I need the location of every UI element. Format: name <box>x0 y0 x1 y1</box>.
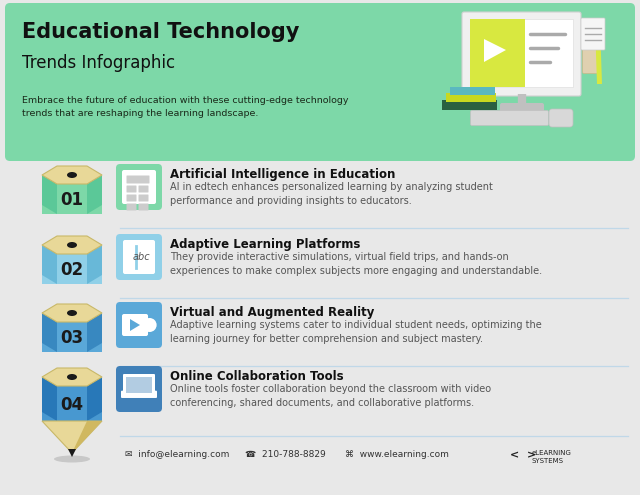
Text: Adaptive learning systems cater to individual student needs, optimizing the
lear: Adaptive learning systems cater to indiv… <box>170 320 541 344</box>
Text: Artificial Intelligence in Education: Artificial Intelligence in Education <box>170 168 396 181</box>
Text: Embrace the future of education with these cutting-edge technology
trends that a: Embrace the future of education with the… <box>22 96 349 118</box>
FancyBboxPatch shape <box>121 391 157 398</box>
Ellipse shape <box>54 455 90 462</box>
Polygon shape <box>42 421 102 453</box>
FancyBboxPatch shape <box>122 314 148 336</box>
Text: Trends Infographic: Trends Infographic <box>22 54 175 72</box>
Text: 02: 02 <box>60 260 84 279</box>
Polygon shape <box>42 368 102 386</box>
Text: Adaptive Learning Platforms: Adaptive Learning Platforms <box>170 238 360 251</box>
FancyBboxPatch shape <box>116 164 162 210</box>
FancyBboxPatch shape <box>470 110 548 126</box>
FancyBboxPatch shape <box>42 386 102 421</box>
Polygon shape <box>484 39 506 62</box>
Text: They provide interactive simulations, virtual field trips, and hands-on
experien: They provide interactive simulations, vi… <box>170 252 542 276</box>
FancyBboxPatch shape <box>42 184 102 214</box>
Polygon shape <box>42 304 102 322</box>
Polygon shape <box>42 175 57 214</box>
Text: 03: 03 <box>60 329 84 346</box>
FancyBboxPatch shape <box>42 254 102 284</box>
FancyBboxPatch shape <box>581 18 605 50</box>
Text: Online tools foster collaboration beyond the classroom with video
conferencing, : Online tools foster collaboration beyond… <box>170 384 491 408</box>
Polygon shape <box>87 175 102 214</box>
Text: AI in edtech enhances personalized learning by analyzing student
performance and: AI in edtech enhances personalized learn… <box>170 182 493 206</box>
FancyBboxPatch shape <box>470 19 525 87</box>
Text: 01: 01 <box>61 191 83 208</box>
Text: ☎  210-788-8829: ☎ 210-788-8829 <box>245 450 326 459</box>
FancyBboxPatch shape <box>138 203 148 210</box>
Ellipse shape <box>67 172 77 178</box>
Text: ✉  info@elearning.com: ✉ info@elearning.com <box>125 450 229 459</box>
FancyBboxPatch shape <box>116 302 162 348</box>
Polygon shape <box>42 236 102 254</box>
FancyBboxPatch shape <box>123 240 155 274</box>
Polygon shape <box>42 166 102 184</box>
Polygon shape <box>42 377 57 421</box>
FancyBboxPatch shape <box>126 377 152 393</box>
FancyBboxPatch shape <box>127 195 136 201</box>
Text: Educational Technology: Educational Technology <box>22 22 300 42</box>
FancyBboxPatch shape <box>450 87 495 95</box>
FancyBboxPatch shape <box>500 103 544 113</box>
FancyBboxPatch shape <box>127 186 136 193</box>
FancyBboxPatch shape <box>127 203 136 210</box>
Ellipse shape <box>67 242 77 248</box>
Ellipse shape <box>67 374 77 380</box>
Text: Virtual and Augmented Reality: Virtual and Augmented Reality <box>170 306 374 319</box>
Polygon shape <box>595 24 602 84</box>
Polygon shape <box>87 313 102 352</box>
Polygon shape <box>68 449 76 457</box>
Text: eLEARNING
SYSTEMS: eLEARNING SYSTEMS <box>532 450 572 464</box>
Text: <  >: < > <box>510 450 536 460</box>
Polygon shape <box>72 421 102 453</box>
FancyBboxPatch shape <box>549 109 573 127</box>
Circle shape <box>143 318 157 332</box>
Polygon shape <box>87 245 102 284</box>
Text: 04: 04 <box>60 396 84 414</box>
FancyBboxPatch shape <box>116 366 162 412</box>
FancyBboxPatch shape <box>462 12 581 96</box>
Text: abc: abc <box>132 252 150 262</box>
FancyBboxPatch shape <box>442 100 497 110</box>
FancyBboxPatch shape <box>122 170 156 204</box>
FancyBboxPatch shape <box>138 186 148 193</box>
Ellipse shape <box>67 310 77 316</box>
Polygon shape <box>130 319 140 331</box>
Text: ⌘  www.elearning.com: ⌘ www.elearning.com <box>345 450 449 459</box>
FancyBboxPatch shape <box>446 93 496 102</box>
Text: Online Collaboration Tools: Online Collaboration Tools <box>170 370 344 383</box>
FancyBboxPatch shape <box>5 3 635 161</box>
Polygon shape <box>87 377 102 421</box>
FancyBboxPatch shape <box>138 195 148 201</box>
FancyBboxPatch shape <box>582 49 600 73</box>
FancyBboxPatch shape <box>470 19 573 87</box>
FancyBboxPatch shape <box>42 322 102 352</box>
FancyBboxPatch shape <box>116 234 162 280</box>
FancyBboxPatch shape <box>127 176 150 184</box>
FancyBboxPatch shape <box>123 374 155 396</box>
Polygon shape <box>42 313 57 352</box>
Polygon shape <box>42 245 57 284</box>
